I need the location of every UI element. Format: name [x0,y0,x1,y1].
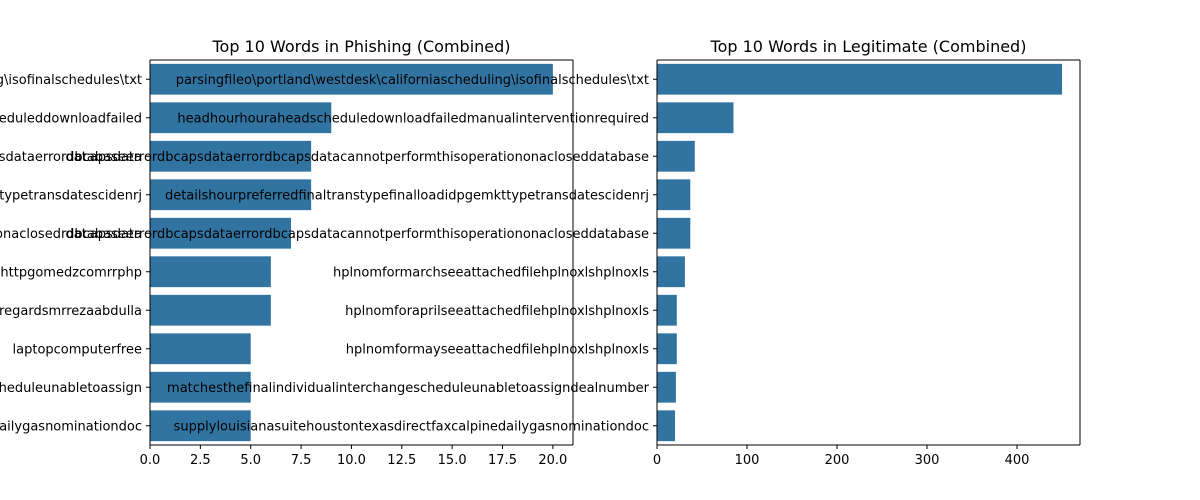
phishing-bar [150,371,251,403]
legitimate-bar [657,371,676,403]
legitimate-category-label: hplnomformayseeattachedfilehplnoxlshplno… [346,342,649,357]
phishing-chart: Top 10 Words in Phishing (Combined) dete… [0,37,574,468]
phishing-category-label: regardsmrrezaabdulla [0,304,142,319]
phishing-x-tick-label: 17.5 [488,453,517,468]
legitimate-category-label: headhourhouraheadscheduledownloadfailedm… [177,111,649,126]
legitimate-x-tick-label: 300 [915,453,940,468]
phishing-category-label: windowsdatabaseerrordbcapsdatacannotperf… [0,227,142,242]
phishing-category-label: detectedlogmessageparsingfileo\portland\… [0,73,142,88]
legitimate-bar [657,217,691,249]
legitimate-bar [657,410,675,442]
legitimate-category-label: hplnomforaprilseeattachedfilehplnoxlshpl… [345,304,649,319]
legitimate-category-label: matchesthefinalindividualinterchangesche… [167,381,650,396]
phishing-bar [150,63,553,95]
phishing-bar [150,410,251,442]
phishing-x-tick-label: 15.0 [438,453,467,468]
legitimate-bar [657,256,685,288]
legitimate-bar [657,294,677,326]
legitimate-category-label: hplnomformarchseeattachedfilehplnoxlshpl… [333,265,649,280]
phishing-x-tick-label: 20.0 [538,453,567,468]
legitimate-category-label: supplylouisianasuitehoustontexasdirectfa… [174,419,649,434]
phishing-x-tick-label: 7.5 [291,453,312,468]
legitimate-chart: Top 10 Words in Legitimate (Combined) pa… [66,37,1081,468]
phishing-bar [150,294,271,326]
phishing-bar [150,140,312,172]
legitimate-category-label: databaseerrordbcapsdataerrordbcapsdataca… [66,150,649,165]
legitimate-category-label: databaseerrordbcapsdataerrordbcapsdataca… [66,227,649,242]
legitimate-chart-title: Top 10 Words in Legitimate (Combined) [710,37,1027,56]
phishing-category-label: datacannotperformthisoperationonaclosedw… [0,150,142,165]
phishing-bar [150,217,291,249]
phishing-bar [150,179,312,211]
legitimate-bar [657,140,695,172]
legitimate-x-tick-label: 400 [1005,453,1030,468]
phishing-category-label: finaltranstypefinalloaddetailsconditiona… [0,188,142,203]
legitimate-x-tick-label: 200 [825,453,850,468]
phishing-chart-title: Top 10 Words in Phishing (Combined) [211,37,510,56]
legitimate-x-tick-label: 100 [735,453,760,468]
legitimate-bar [657,179,691,211]
legitimate-bar [657,63,1062,95]
phishing-bar [150,333,251,365]
phishing-x-tick-label: 2.5 [190,453,211,468]
phishing-x-tick-label: 0.0 [140,453,161,468]
phishing-bar [150,256,271,288]
phishing-bar [150,102,332,134]
phishing-x-tick-label: 5.0 [240,453,261,468]
legitimate-bar [657,333,677,365]
phishing-category-label: unauthorizedaccessadjustrateddemomanuali… [0,111,142,126]
phishing-x-tick-label: 10.0 [337,453,366,468]
legitimate-category-label: detailshourpreferredfinaltranstypefinall… [165,188,649,203]
phishing-plot-area: detectedlogmessageparsingfileo\portland\… [0,59,574,468]
phishing-category-label: laptopcomputerfree [13,342,142,357]
legitimate-bar [657,102,734,134]
phishing-category-label: conflicdetectedforhourdealnumberreferenc… [0,381,142,396]
legitimate-category-label: parsingfileo\portland\westdesk\californi… [176,73,649,88]
phishing-x-tick-label: 12.5 [387,453,416,468]
phishing-category-label: httpgomedzcomrrphp [0,265,142,280]
legitimate-plot-area: parsingfileo\portland\westdesk\californi… [66,59,1081,468]
phishing-category-label: calpinecorporationgasnominationsupplylou… [0,419,142,434]
legitimate-x-tick-label: 0 [653,453,661,468]
